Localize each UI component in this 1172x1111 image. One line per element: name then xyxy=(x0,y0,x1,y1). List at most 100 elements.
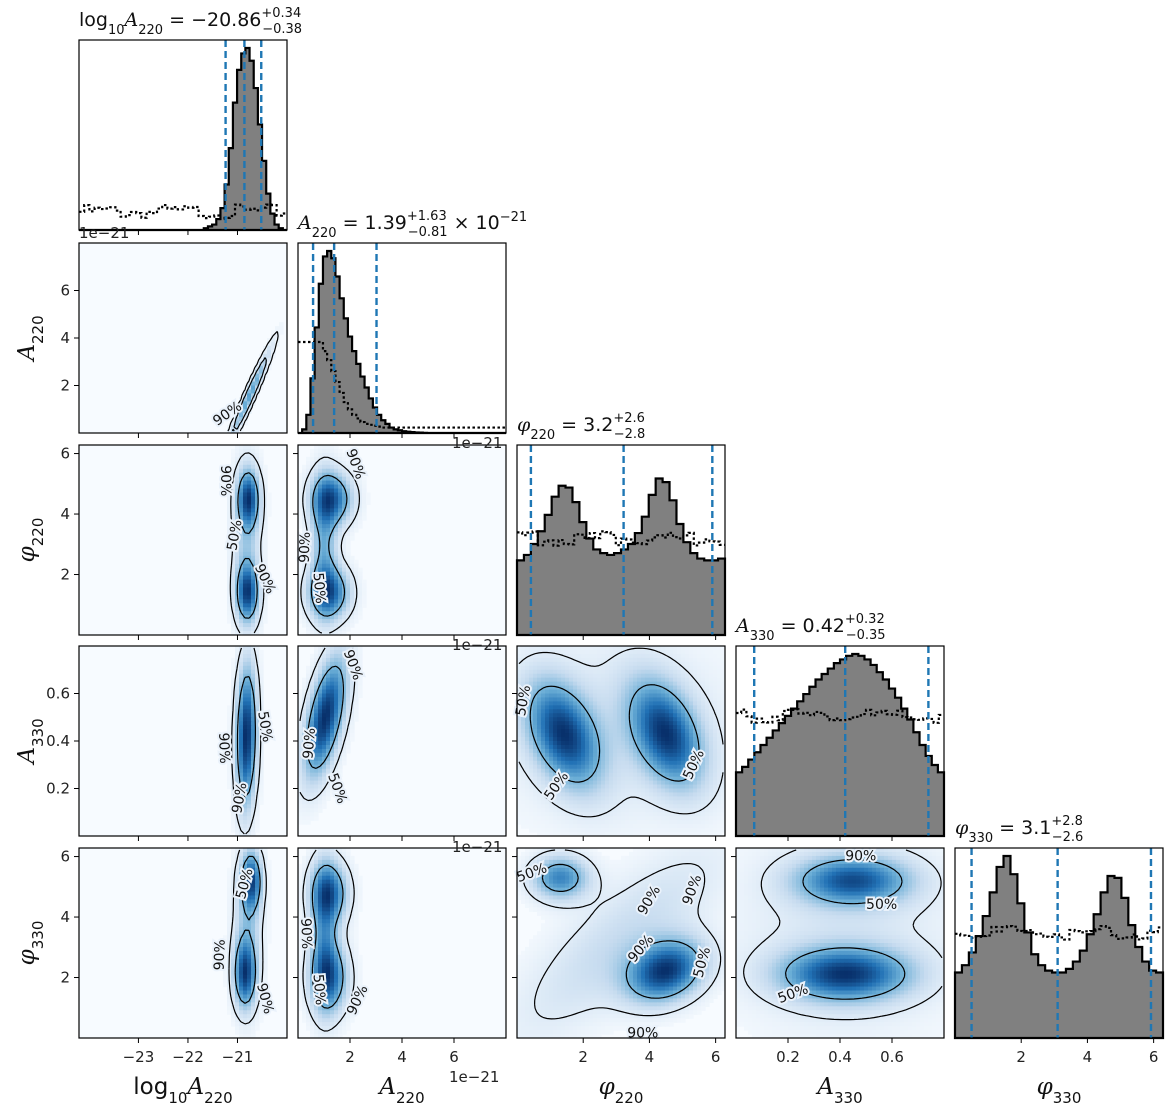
x-tick-label-phi330: 6 xyxy=(1149,1048,1159,1066)
contour-label: 50% xyxy=(866,897,897,913)
panel-title-phi220: φ220 = 3.2+2.6 −2.8 xyxy=(517,411,645,443)
contour-90-log10A220-A220 xyxy=(227,331,279,432)
x-tick-label-A330: 0.4 xyxy=(828,1048,852,1066)
prior-histogram xyxy=(955,924,1163,941)
contour-90-phi220-phi330 xyxy=(522,849,722,1020)
axes-frame-3-0 xyxy=(74,645,288,841)
axes-frame-3-2 xyxy=(512,645,726,841)
panel-title-A330: A330 = 0.42+0.32 −0.35 xyxy=(734,612,886,644)
y-tick-label-A220: 6 xyxy=(60,282,70,300)
y-axis-label-phi220: φ220 xyxy=(14,518,47,563)
contour-50-A220-phi220 xyxy=(310,474,348,617)
posterior-histogram xyxy=(298,249,506,435)
contour-90-log10A220-phi220 xyxy=(229,452,266,634)
x-axis-label-A330: A330 xyxy=(815,1074,862,1107)
density-panel-log10A220-phi220 xyxy=(79,445,287,635)
y-tick-label-A330: 0.6 xyxy=(46,685,70,703)
contour-50-A220-phi330 xyxy=(311,864,344,1009)
x-tick-label-log10A220: −22 xyxy=(172,1048,204,1066)
posterior-histogram xyxy=(515,477,727,637)
y-axis-label-phi330: φ330 xyxy=(14,921,47,966)
y-tick-label-A220: 2 xyxy=(60,377,70,395)
posterior-histogram xyxy=(79,46,287,232)
panel-title-phi330: φ330 = 3.1+2.8 −2.6 xyxy=(955,814,1083,846)
x-tick-label-phi220: 6 xyxy=(711,1048,721,1066)
prior-histogram xyxy=(79,203,287,221)
y-tick-label-phi220: 2 xyxy=(60,566,70,584)
density-panel-A220-A330 xyxy=(298,646,506,836)
y-tick-label-A330: 0.4 xyxy=(46,732,70,750)
contour-label: 50% xyxy=(309,973,328,1005)
axes-frame-0-0 xyxy=(78,39,288,235)
posterior-histogram xyxy=(734,652,946,838)
axes-frame-2-2 xyxy=(516,444,726,640)
x-tick-label-log10A220: −23 xyxy=(123,1048,155,1066)
prior-histogram xyxy=(298,340,506,429)
y-axis-label-A330: A330 xyxy=(14,718,47,765)
x-axis-label-phi220: φ220 xyxy=(599,1074,644,1107)
posterior-histogram xyxy=(953,854,1165,1040)
x-tick-label-A220: 2 xyxy=(345,1048,355,1066)
y-tick-label-phi220: 4 xyxy=(60,505,70,523)
x-axis-label-A220: A220 xyxy=(377,1074,424,1107)
axis-offset-text: 1e−21 xyxy=(452,636,502,654)
histogram-panel-A220 xyxy=(298,243,506,435)
contour-50-log10A220-A330 xyxy=(236,676,256,798)
histogram-panel-log10A220 xyxy=(79,40,287,232)
density-panel-log10A220-A330 xyxy=(79,646,287,836)
contour-90-log10A220-phi330 xyxy=(228,849,267,1025)
contour-label: 90% xyxy=(300,727,319,759)
density-panel-A220-phi220 xyxy=(298,445,506,635)
axis-offset-text: 1e−21 xyxy=(79,224,129,242)
density-panel-phi220-phi330 xyxy=(517,848,725,1038)
axes-frame-1-1 xyxy=(297,242,507,438)
contour-label: 90% xyxy=(627,1025,658,1041)
contour-50-log10A220-phi220 xyxy=(236,472,259,619)
contour-label: 90% xyxy=(845,849,876,865)
contour-90-A330-phi330 xyxy=(743,849,943,1021)
x-tick-label-phi330: 2 xyxy=(1016,1048,1026,1066)
axes-frame-4-0 xyxy=(74,847,288,1043)
y-tick-label-phi330: 6 xyxy=(60,848,70,866)
density-panel-phi220-A330 xyxy=(517,646,725,836)
x-tick-label-A220: 6 xyxy=(449,1048,459,1066)
axes-frame-3-1 xyxy=(293,645,507,841)
x-axis-label-phi330: φ330 xyxy=(1037,1074,1082,1107)
contour-50-log10A220-A220 xyxy=(231,357,267,432)
axes-frame-4-1 xyxy=(293,847,507,1043)
contour-50-phi220-A330 xyxy=(529,684,700,783)
axes-frame-4-4 xyxy=(954,847,1164,1043)
contour-90-A220-A330 xyxy=(299,647,356,802)
contour-90-A220-phi330 xyxy=(302,849,355,1032)
histogram-panel-A330 xyxy=(734,646,946,838)
contour-label: 50% xyxy=(513,684,534,717)
histogram-panel-phi220 xyxy=(515,445,727,637)
x-tick-label-phi220: 4 xyxy=(645,1048,655,1066)
axes-frame-2-1 xyxy=(293,444,507,640)
contour-label: 90% xyxy=(217,465,233,496)
axes-frame-2-0 xyxy=(74,444,288,640)
histogram-panel-phi330 xyxy=(953,848,1165,1040)
contour-label: 50% xyxy=(309,572,328,604)
x-tick-label-A220: 4 xyxy=(397,1048,407,1066)
density-panel-A220-phi330 xyxy=(298,848,506,1038)
density-panel-A330-phi330 xyxy=(736,848,944,1038)
y-axis-label-A220: A220 xyxy=(14,315,47,362)
x-tick-label-log10A220: −21 xyxy=(222,1048,254,1066)
panel-title-A220: A220 = 1.39+1.63 −0.81 × 10−21 xyxy=(296,209,527,241)
y-tick-label-A330: 0.2 xyxy=(46,780,70,798)
density-panel-log10A220-phi330 xyxy=(79,848,287,1038)
axes-frame-3-3 xyxy=(735,645,945,841)
axis-offset-text: 1e−21 xyxy=(452,434,502,452)
prior-histogram xyxy=(517,530,725,547)
x-tick-label-phi220: 2 xyxy=(578,1048,588,1066)
density-panel-log10A220-A220 xyxy=(79,243,287,433)
contour-50-A330-phi330 xyxy=(785,859,906,1000)
contour-50-A220-A330 xyxy=(306,665,344,769)
axes-frame-4-3 xyxy=(731,847,945,1043)
contour-50-phi220-phi330 xyxy=(541,863,700,999)
contour-label: 90% xyxy=(212,939,229,971)
contour-label: 90% xyxy=(297,531,314,563)
x-tick-label-A330: 0.2 xyxy=(776,1048,800,1066)
